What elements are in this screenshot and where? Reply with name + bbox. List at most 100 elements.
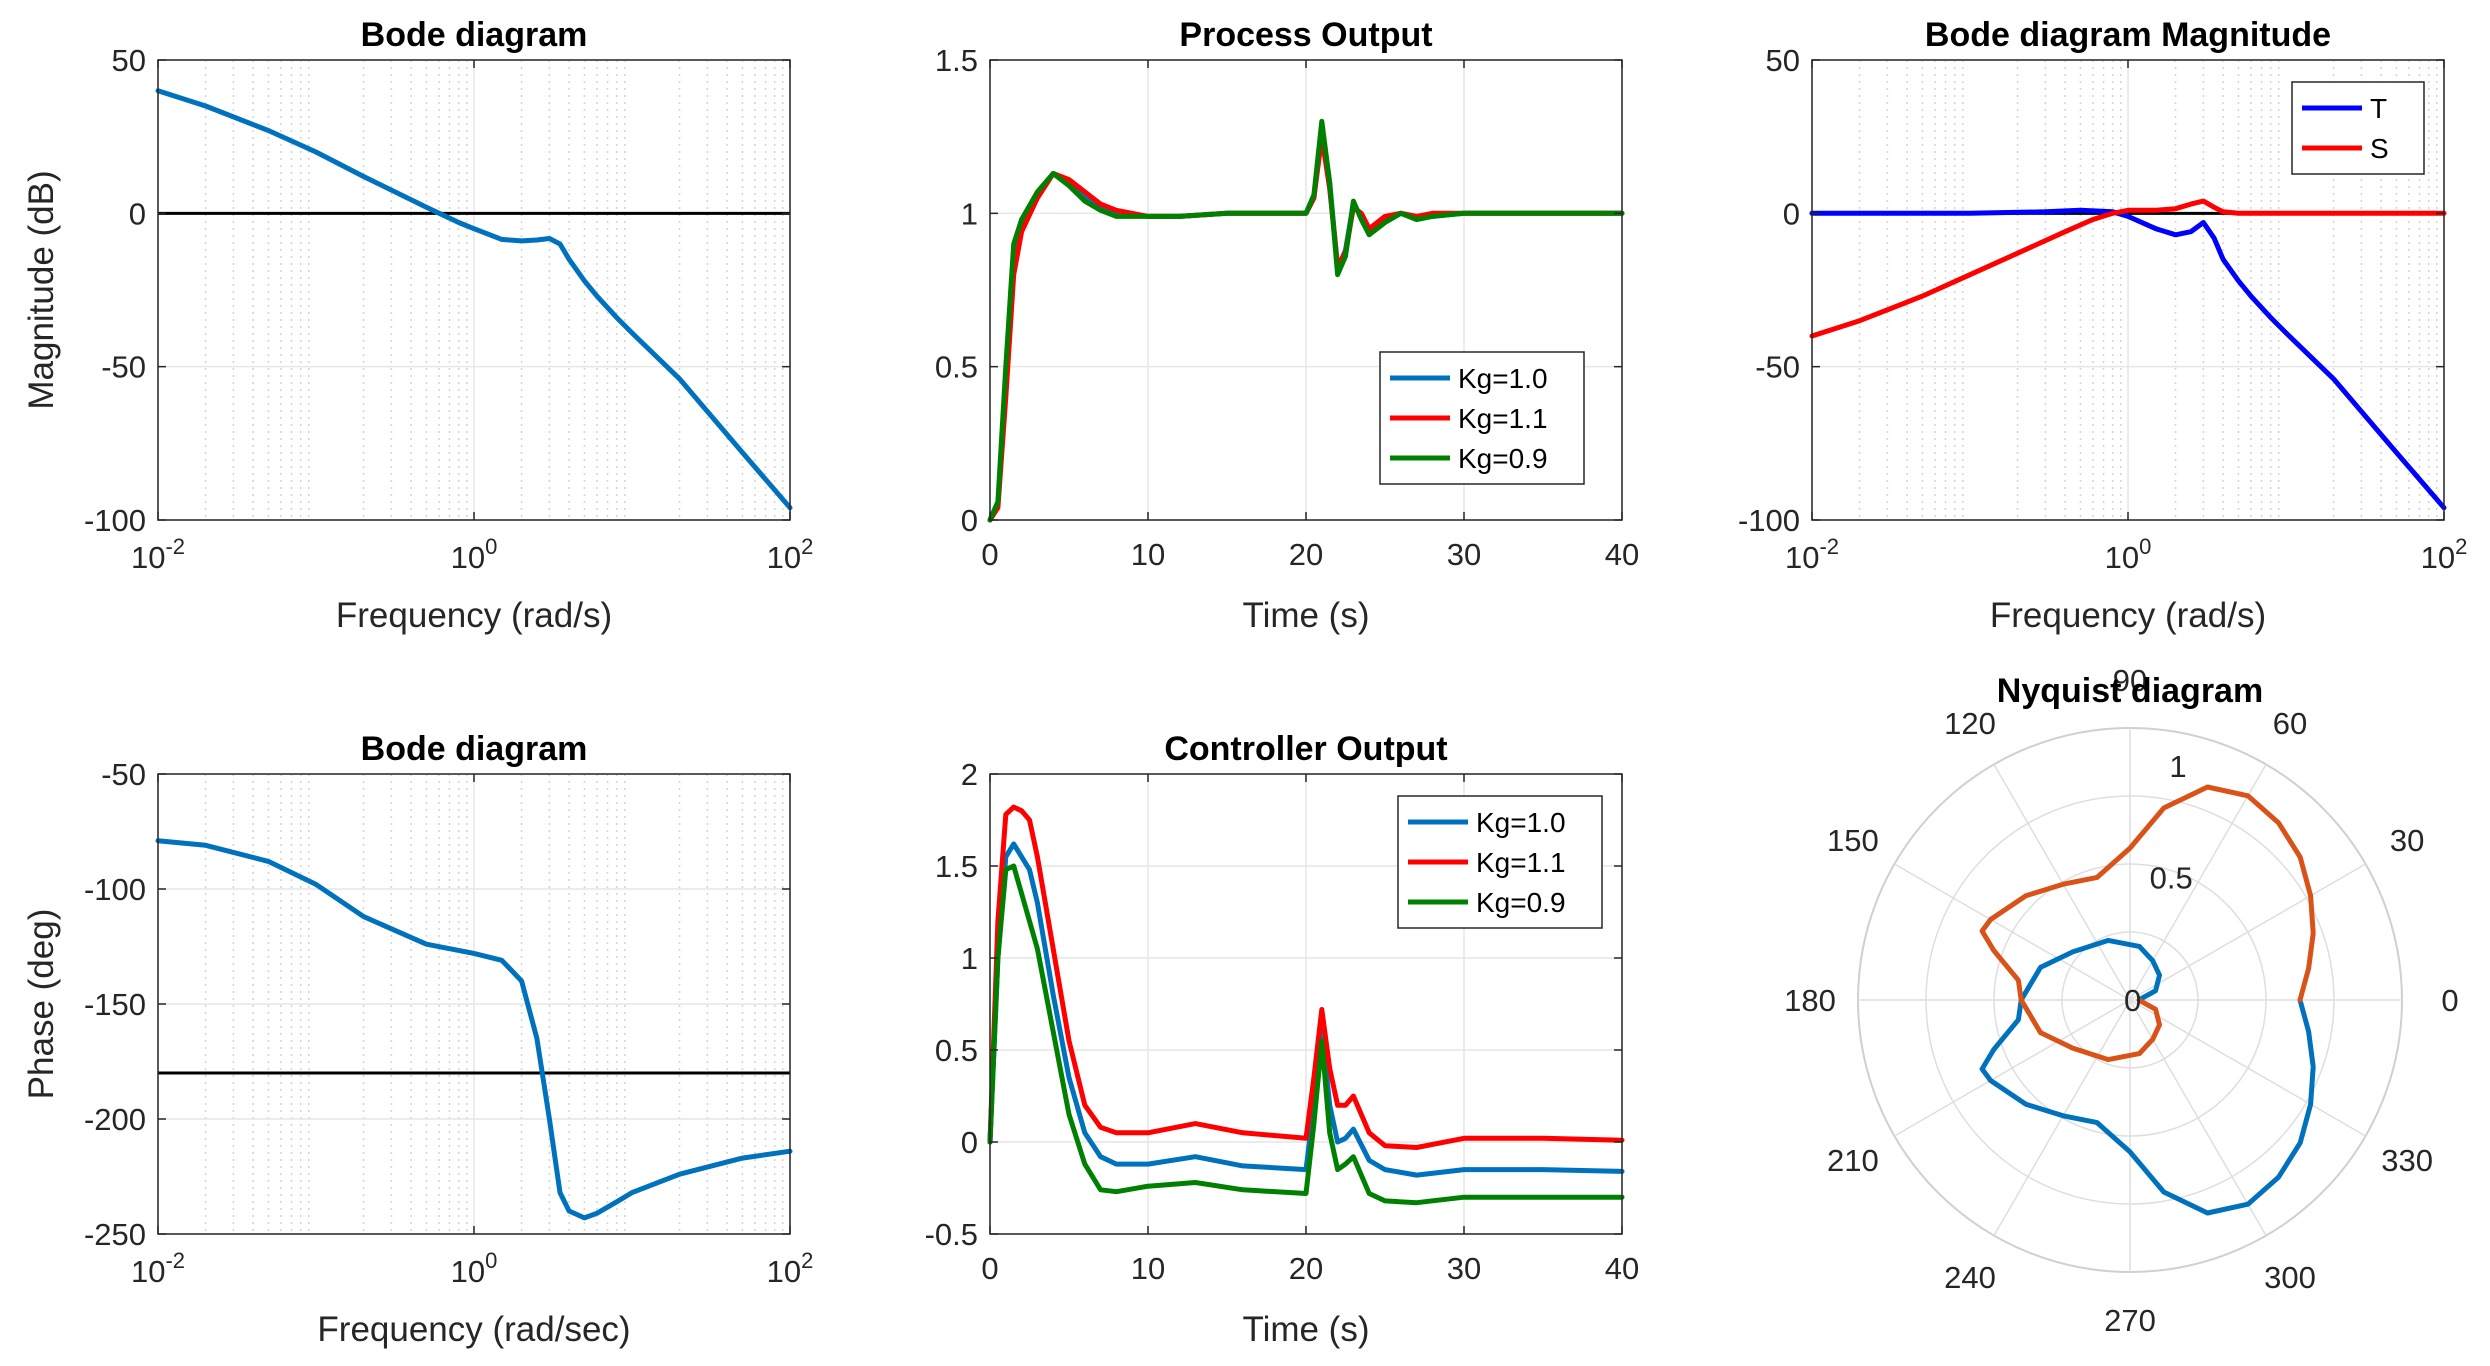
series-line-L [155,88,793,511]
x-tick-label: 40 [1605,1251,1639,1286]
chart-title: Bode diagram [361,16,588,54]
legend-entry: T [2370,93,2387,124]
x-axis-label: Frequency (rad/s) [336,596,612,635]
legend-entry: S [2370,133,2389,164]
x-axis-label: Time (s) [1242,596,1369,635]
legend-entry: Kg=1.1 [1476,847,1566,878]
polar-theta-tick-label: 120 [1944,706,1996,741]
series-line-Kg=0.9 [987,863,1625,1206]
polar-r-tick-label: 0 [2124,983,2141,1018]
y-tick-label: -200 [84,1102,146,1137]
x-tick-label: 20 [1289,537,1323,572]
y-tick-label: 50 [112,43,146,78]
series-line-Kg=1.0 [987,841,1625,1178]
chart-title: Nyquist diagram [1997,672,2263,710]
polar-series-negative [1979,937,2316,1216]
y-tick-label: 0 [129,196,146,231]
polar-series-positive [1979,784,2316,1063]
y-tick-label: 0 [961,1125,978,1160]
series-line-T [1809,207,2447,511]
x-tick-label: 100 [451,534,498,575]
x-tick-label: 102 [767,1248,814,1289]
legend-entry: Kg=1.0 [1476,807,1566,838]
y-tick-label: -100 [1738,503,1800,538]
x-tick-label: 20 [1289,1251,1323,1286]
series-line-Kg=1.1 [987,804,1625,1150]
x-tick-label: 10-2 [131,1248,185,1289]
x-tick-label: 102 [2421,534,2468,575]
chart-bode_mag: 10-2 100 102 50 0 -50 -100 Bode diagram Frequenc… [22,16,813,635]
polar-theta-tick-label: 270 [2104,1303,2156,1338]
chart-bode_mag_TS: 10-2 100 102 50 0 -50 -100 Bode diagram Magnitu… [1738,16,2467,635]
y-tick-label: -250 [84,1217,146,1252]
y-tick-label: 0.5 [935,1033,978,1068]
x-axis-label: Frequency (rad/sec) [317,1310,630,1349]
x-tick-label: 30 [1447,1251,1481,1286]
y-tick-label: 0.5 [935,350,978,385]
legend: Kg=1.0 Kg=1.1 Kg=0.9 [1379,351,1585,485]
x-tick-label: 10-2 [131,534,185,575]
polar-r-tick-label: 1 [2169,749,2186,784]
y-tick-label: -150 [84,987,146,1022]
polar-theta-tick-label: 0 [2441,983,2458,1018]
polar-r-tick-label: 0.5 [2150,860,2193,895]
y-tick-label: 1.5 [935,43,978,78]
chart-title: Bode diagram Magnitude [1925,16,2331,54]
chart-bode_phase: 10-2 100 102 -50 -100 -150 -200 -250 Bode diagra… [22,730,813,1349]
y-tick-label: -50 [101,757,146,792]
legend-entry: Kg=0.9 [1458,443,1548,474]
legend-box [2291,81,2425,175]
y-tick-label: -100 [84,872,146,907]
y-tick-label: 1.5 [935,849,978,884]
y-tick-label: 1 [961,196,978,231]
polar-theta-tick-label: 90 [2113,663,2147,698]
chart-title: Bode diagram [361,730,588,768]
y-tick-label: -50 [101,350,146,385]
polar-spoke [2129,999,2267,1236]
y-axis-label: Magnitude (dB) [22,170,61,409]
polar-theta-tick-label: 60 [2273,706,2307,741]
polar-theta-tick-label: 150 [1827,823,1879,858]
x-tick-label: 10-2 [1785,534,1839,575]
polar-theta-tick-label: 300 [2264,1260,2316,1295]
y-tick-label: 0 [961,503,978,538]
polar-theta-tick-label: 180 [1784,983,1836,1018]
polar-theta-tick-label: 330 [2381,1143,2433,1178]
x-tick-label: 102 [767,534,814,575]
series-line-phase [155,838,793,1221]
x-axis-label: Frequency (rad/s) [1990,596,2266,635]
x-tick-label: 0 [981,1251,998,1286]
y-tick-label: 50 [1766,43,1800,78]
polar-spoke [1894,863,2131,1001]
x-tick-label: 30 [1447,537,1481,572]
chart-title: Process Output [1179,16,1432,54]
x-tick-label: 0 [981,537,998,572]
chart-process_output: 0 10 20 30 40 1.5 1 0.5 0 Process Output Time (s) K… [935,16,1639,635]
y-tick-label: -50 [1755,350,1800,385]
legend-entry: Kg=1.0 [1458,363,1548,394]
x-tick-label: 10 [1131,1251,1165,1286]
legend-entry: Kg=0.9 [1476,887,1566,918]
legend: Kg=1.0 Kg=1.1 Kg=0.9 [1397,795,1603,929]
x-tick-label: 40 [1605,537,1639,572]
x-axis-label: Time (s) [1242,1310,1369,1349]
x-tick-label: 100 [451,1248,498,1289]
y-tick-label: 1 [961,941,978,976]
y-axis-label: Phase (deg) [22,909,61,1100]
series-line-Kg=0.9 [987,118,1625,523]
polar-spoke [2129,863,2366,1001]
chart-nyquist: 0 0.5 1 0 30 60 90 120 150 180 210 240 270 300 330 Nyqu… [1784,663,2458,1338]
y-tick-label: 2 [961,757,978,792]
polar-theta-tick-label: 30 [2390,823,2424,858]
x-tick-label: 10 [1131,537,1165,572]
y-tick-label: 0 [1783,196,1800,231]
legend-entry: Kg=1.1 [1458,403,1548,434]
y-tick-label: -100 [84,503,146,538]
series-line-S [1809,198,2447,339]
legend: TS [2291,81,2425,175]
polar-spoke [1894,999,2131,1137]
polar-theta-tick-label: 210 [1827,1143,1879,1178]
polar-theta-tick-label: 240 [1944,1260,1996,1295]
